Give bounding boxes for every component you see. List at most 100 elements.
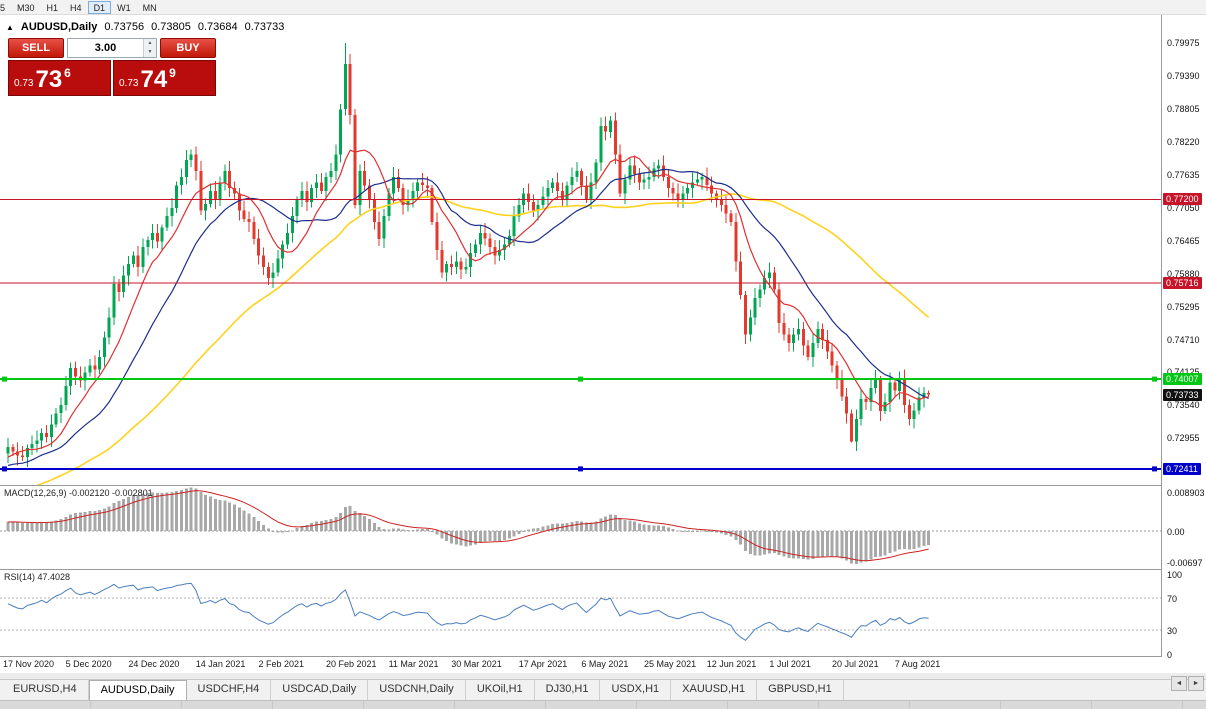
date-label: 24 Dec 2020 — [128, 659, 180, 669]
price-axis[interactable]: 0.79975 0.79390 0.78805 0.78220 0.77635 0.770… — [1161, 15, 1206, 660]
rsi-axis-label: 0 — [1167, 650, 1173, 660]
volume-input[interactable]: 3.00 ▲ ▼ — [67, 38, 157, 58]
ohlc-close: 0.73733 — [244, 21, 285, 33]
rsi-plot[interactable] — [0, 570, 1161, 656]
price-axis-label: 0.77635 — [1167, 169, 1200, 180]
support-line-green-handle[interactable] — [1152, 376, 1157, 382]
buy-button[interactable]: BUY — [160, 38, 216, 58]
tab-scroll-arrows: ◄ ► — [1171, 676, 1204, 691]
date-label: 17 Apr 2021 — [518, 659, 568, 669]
volume-down-icon[interactable]: ▼ — [144, 48, 156, 57]
buy-price-pip: 9 — [169, 66, 176, 80]
timeframe-5[interactable]: 5 — [0, 2, 6, 13]
sell-price-big: 73 — [35, 66, 63, 93]
tab-usdcnh-daily[interactable]: USDCNH,Daily — [368, 680, 466, 700]
price-axis-label: 0.72955 — [1167, 433, 1200, 444]
tab-scroll-right-icon[interactable]: ► — [1188, 676, 1204, 691]
price-level-badge: 0.72411 — [1163, 462, 1201, 475]
macd-axis-label: -0.00697 — [1167, 557, 1203, 568]
tab-scroll-left-icon[interactable]: ◄ — [1171, 676, 1187, 691]
price-axis-label: 0.77050 — [1167, 202, 1200, 213]
rsi-indicator-label: RSI(14) 47.4028 — [4, 572, 71, 582]
chart-symbol-label: AUDUSD,Daily — [20, 21, 98, 33]
macd-indicator-label: MACD(12,26,9) -0.002120 -0.002801 — [4, 488, 153, 498]
date-label: 20 Feb 2021 — [325, 659, 377, 669]
macd-axis-label: 0.008903 — [1167, 488, 1205, 498]
tab-xauusd-h1[interactable]: XAUUSD,H1 — [671, 680, 758, 700]
tab-usdx-h1[interactable]: USDX,H1 — [600, 680, 672, 700]
tab-dj30-h1[interactable]: DJ30,H1 — [535, 680, 601, 700]
tab-gbpusd-h1[interactable]: GBPUSD,H1 — [757, 680, 844, 700]
support-line-green-handle[interactable] — [2, 376, 7, 382]
volume-value[interactable]: 3.00 — [94, 42, 117, 54]
sell-button[interactable]: SELL — [8, 38, 64, 58]
candles — [6, 42, 931, 467]
rsi-line — [7, 582, 929, 642]
macd-signal-line — [7, 490, 929, 562]
price-axis-label: 0.78220 — [1167, 136, 1200, 147]
tab-usdchf-h4[interactable]: USDCHF,H4 — [187, 680, 272, 700]
rsi-axis-label: 30 — [1167, 626, 1178, 636]
date-label: 2 Feb 2021 — [258, 659, 304, 669]
panel-separator[interactable] — [0, 485, 1206, 486]
macd-plot[interactable] — [0, 486, 1161, 569]
one-click-toggle-icon[interactable]: ▲ — [6, 22, 14, 32]
time-axis[interactable]: 17 Nov 2020 5 Dec 2020 24 Dec 2020 14 Jan 2… — [0, 657, 1161, 673]
panel-separator[interactable] — [0, 656, 1206, 657]
buy-price-prefix: 0.73 — [119, 78, 139, 89]
ohlc-open: 0.73756 — [104, 21, 145, 33]
sell-price-prefix: 0.73 — [14, 78, 34, 89]
sell-price-pip: 6 — [64, 66, 71, 80]
support-line-blue-handle[interactable] — [578, 466, 583, 472]
timeframe-h4[interactable]: H4 — [70, 2, 82, 13]
timeframe-mn[interactable]: MN — [142, 2, 157, 13]
timeframe-m30[interactable]: M30 — [17, 2, 35, 13]
price-axis-label: 0.75880 — [1167, 268, 1200, 279]
tab-usdcad-daily[interactable]: USDCAD,Daily — [271, 680, 369, 700]
support-line-green-handle[interactable] — [578, 376, 583, 382]
chart-tab-bar: EURUSD,H4 AUDUSD,Daily USDCHF,H4 USDCAD,Dai… — [0, 679, 1206, 700]
price-axis-label: 0.74125 — [1167, 367, 1200, 377]
rsi-axis-label: 70 — [1167, 594, 1178, 604]
volume-stepper: ▲ ▼ — [143, 39, 156, 57]
date-label: 7 Aug 2021 — [894, 659, 941, 669]
macd-histogram — [6, 487, 931, 564]
price-axis-label: 0.74710 — [1167, 334, 1200, 345]
date-label: 1 Jul 2021 — [769, 659, 811, 669]
chart-title: ▲ AUDUSD,Daily 0.73756 0.73805 0.73684 0… — [6, 21, 284, 33]
timeframe-toolbar: 5 M30 H1 H4 D1 W1 MN — [0, 0, 1206, 15]
current-price-badge: 0.73733 — [1163, 388, 1202, 401]
timeframe-w1[interactable]: W1 — [117, 2, 131, 13]
price-axis-label: 0.73540 — [1167, 400, 1200, 411]
tab-ukoil-h1[interactable]: UKOil,H1 — [466, 680, 535, 700]
date-label: 5 Dec 2020 — [65, 659, 112, 669]
ma-slow-line — [35, 193, 930, 485]
price-axis-label: 0.76465 — [1167, 235, 1200, 246]
ohlc-low: 0.73684 — [197, 21, 238, 33]
timeframe-h1[interactable]: H1 — [46, 2, 59, 13]
price-level-badge: 0.77200 — [1163, 193, 1202, 206]
date-label: 11 Mar 2021 — [388, 659, 439, 669]
buy-price-big: 74 — [140, 66, 168, 93]
price-axis-label: 0.78805 — [1167, 103, 1200, 114]
one-click-trading-panel: SELL 3.00 ▲ ▼ BUY 0.73 73 6 0.73 74 9 — [8, 38, 216, 96]
support-line-blue-handle[interactable] — [1152, 466, 1157, 472]
ma-fast-line — [7, 149, 929, 458]
status-strip — [0, 700, 1206, 709]
macd-axis-label: 0.00 — [1167, 527, 1185, 537]
tab-audusd-daily[interactable]: AUDUSD,Daily — [88, 680, 187, 700]
buy-price-button[interactable]: 0.73 74 9 — [113, 60, 216, 96]
ohlc-high: 0.73805 — [151, 21, 191, 33]
date-label: 6 May 2021 — [581, 659, 629, 669]
date-label: 17 Nov 2020 — [3, 659, 55, 669]
volume-up-icon[interactable]: ▲ — [144, 39, 156, 48]
panel-separator[interactable] — [0, 569, 1206, 570]
support-line-blue-handle[interactable] — [2, 466, 7, 472]
rsi-axis-label: 100 — [1167, 570, 1183, 580]
tab-eurusd-h4[interactable]: EURUSD,H4 — [2, 680, 89, 700]
sell-price-button[interactable]: 0.73 73 6 — [8, 60, 111, 96]
timeframe-d1[interactable]: D1 — [87, 0, 112, 14]
date-label: 20 Jul 2021 — [832, 659, 879, 669]
price-axis-label: 0.79390 — [1167, 71, 1200, 82]
